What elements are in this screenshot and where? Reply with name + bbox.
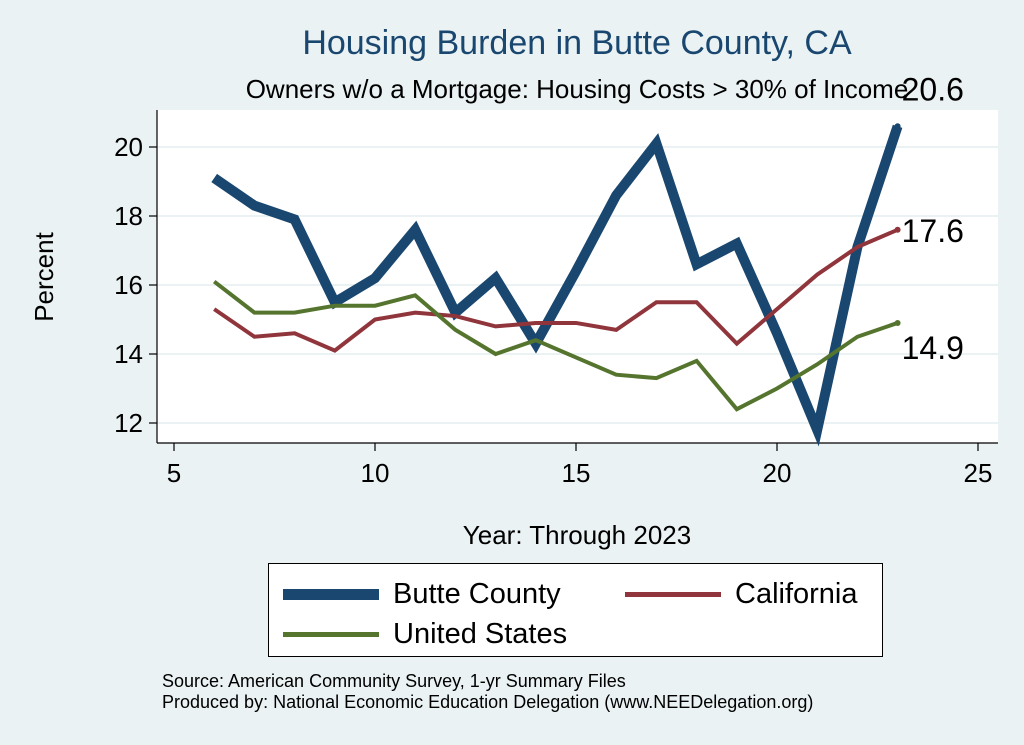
series-line-butte-county [211,124,903,447]
y-tick-label: 14 [114,339,143,369]
legend-item-california: California [625,578,858,611]
legend-label-butte-county: Butte County [393,578,561,610]
legend-swatch-united-states [283,632,379,637]
end-label-california: 17.6 [902,213,964,249]
x-tick-label: 5 [167,458,181,488]
y-tick-label: 18 [114,201,143,231]
legend-item-butte-county: Butte County [283,578,561,611]
source-note: Source: American Community Survey, 1-yr … [162,671,626,691]
y-axis-title: Percent [29,231,59,321]
x-tick-label: 10 [361,458,390,488]
legend-item-united-states: United States [283,618,567,651]
y-tick-label: 16 [114,270,143,300]
legend-swatch-california [625,592,721,597]
x-axis-title: Year: Through 2023 [463,520,691,550]
legend-label-california: California [735,578,858,610]
series-line-united-states [212,279,899,412]
legend-label-united-states: United States [393,618,568,650]
series-line-california [213,227,899,353]
y-tick-label: 20 [114,132,143,162]
end-marker-california [894,226,901,233]
produced-by-note: Produced by: National Economic Education… [162,692,814,712]
end-label-butte-county: 20.6 [902,71,964,107]
chart-subtitle: Owners w/o a Mortgage: Housing Costs > 3… [245,74,909,104]
chart-legend: Butte County California United States [268,563,883,657]
end-marker-butte-county [894,123,901,130]
legend-swatch-butte-county [283,589,379,600]
x-tick-label: 25 [964,458,993,488]
x-tick-label: 20 [763,458,792,488]
end-label-united-states: 14.9 [902,330,964,366]
x-tick-label: 15 [562,458,591,488]
chart-title: Housing Burden in Butte County, CA [302,24,852,62]
y-tick-label: 12 [114,408,143,438]
end-marker-united-states [894,319,901,326]
